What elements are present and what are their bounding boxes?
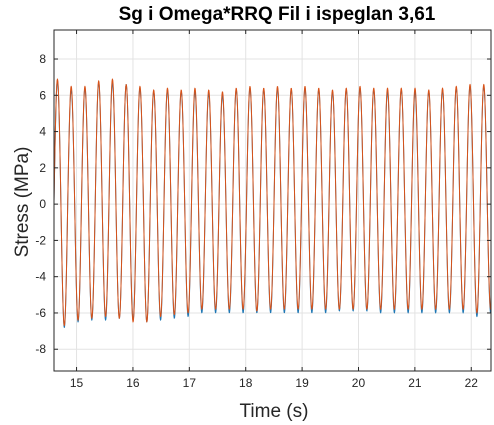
x-tick-label: 21: [408, 376, 422, 390]
x-tick-label: 17: [183, 376, 197, 390]
x-tick-label: 19: [295, 376, 309, 390]
y-tick-label: 4: [39, 125, 46, 139]
y-tick-label: 8: [39, 52, 46, 66]
x-tick-label: 16: [126, 376, 140, 390]
plot-frame: [53, 29, 492, 372]
y-tick-label: 2: [39, 161, 46, 175]
chart-title: Sg i Omega*RRQ Fil i ispeglan 3,61: [119, 4, 436, 25]
x-tick-label: 18: [239, 376, 253, 390]
y-tick-label: -4: [35, 270, 46, 284]
y-tick-label: 0: [39, 197, 46, 211]
y-tick-label: 6: [39, 88, 46, 102]
y-tick-label: -8: [35, 342, 46, 356]
y-tick-label: -2: [35, 233, 46, 247]
x-tick-label: 22: [465, 376, 479, 390]
series-layer: [53, 78, 492, 328]
x-tick-label: 20: [352, 376, 366, 390]
y-axis-label: Stress (MPa): [12, 147, 33, 258]
y-tick-label: -6: [35, 306, 46, 320]
tick-layer: 15 16 17 18 19 20 21 22 -8 -6 -4 -2 0 2 4 6 8: [35, 30, 491, 390]
series-line-2: [53, 78, 492, 327]
x-tick-label: 15: [70, 376, 84, 390]
x-axis-label: Time (s): [240, 401, 309, 422]
